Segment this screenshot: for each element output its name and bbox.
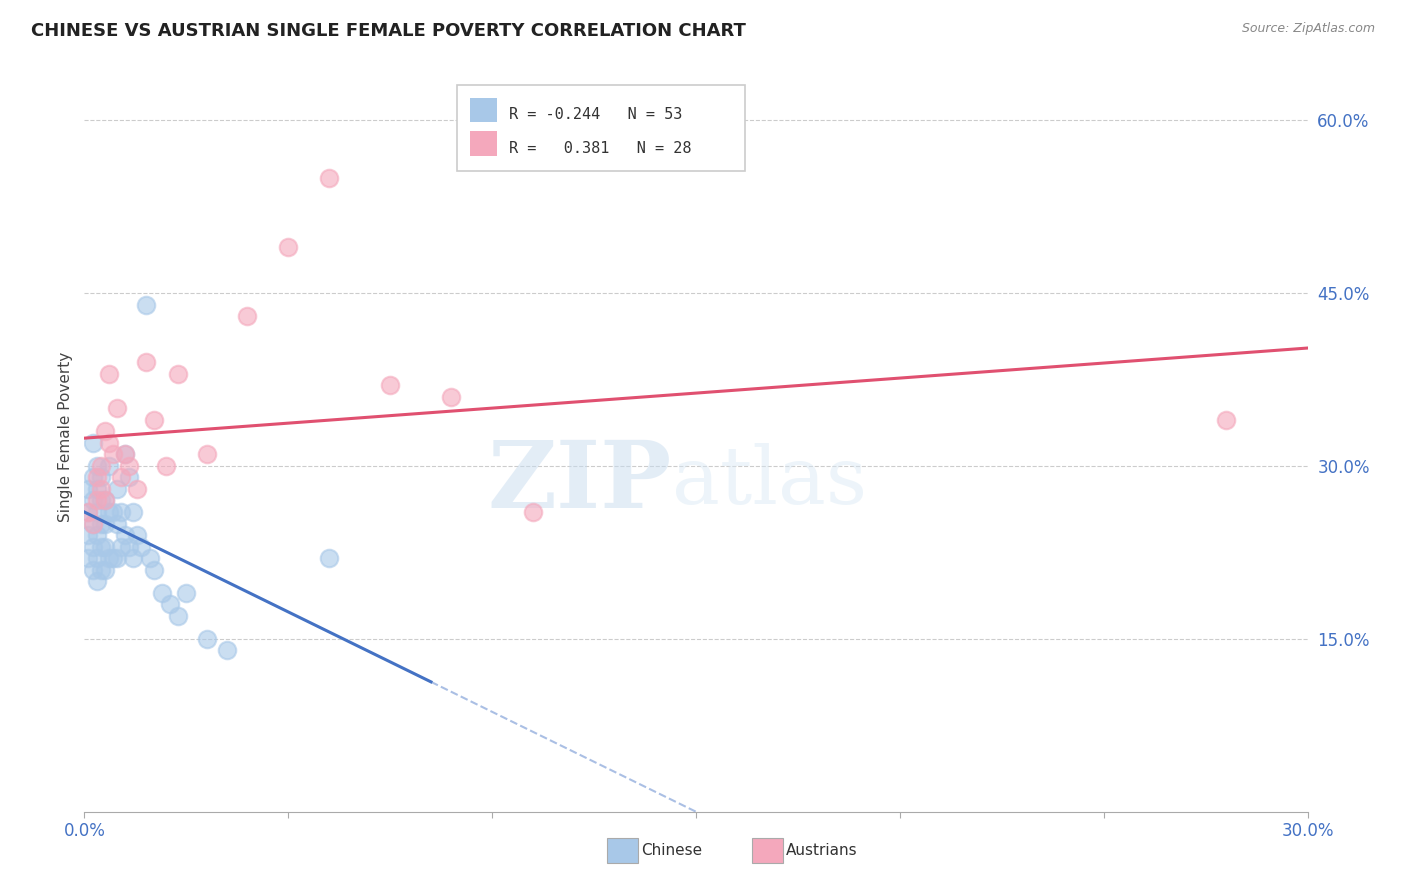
Point [110,540,132,554]
Point [167,367,190,381]
FancyBboxPatch shape [470,97,496,122]
Point [93,493,115,508]
Point [105,551,128,566]
Point [82,493,104,508]
Text: atlas: atlas [672,443,866,521]
Point [82,470,104,484]
Point [77,505,100,519]
Point [97,435,120,450]
Point [93,425,115,439]
Point [101,551,124,566]
Point [97,505,120,519]
Point [82,540,104,554]
Point [318,551,340,566]
FancyBboxPatch shape [457,85,745,171]
Point [114,447,136,461]
Point [86,470,108,484]
Point [277,240,299,254]
Point [522,505,544,519]
Point [101,447,124,461]
Point [86,551,108,566]
Point [217,643,239,657]
Point [105,401,128,416]
Point [97,458,120,473]
Point [90,540,112,554]
Point [82,563,104,577]
Point [1215,413,1237,427]
Point [86,458,108,473]
Point [86,493,108,508]
Text: CHINESE VS AUSTRIAN SINGLE FEMALE POVERTY CORRELATION CHART: CHINESE VS AUSTRIAN SINGLE FEMALE POVERT… [31,22,745,40]
Point [93,493,115,508]
Point [174,585,197,599]
Point [110,505,132,519]
Point [118,458,141,473]
Point [122,551,145,566]
Point [93,516,115,531]
Point [105,482,128,496]
Point [142,413,165,427]
Point [131,540,153,554]
Point [86,528,108,542]
Point [135,355,157,369]
Point [118,470,141,484]
Point [110,470,132,484]
Point [114,528,136,542]
Text: Chinese: Chinese [641,844,702,858]
Point [86,505,108,519]
Point [127,528,149,542]
Y-axis label: Single Female Poverty: Single Female Poverty [58,352,73,522]
Point [77,551,100,566]
Point [77,482,100,496]
Point [90,470,112,484]
Text: R = -0.244   N = 53: R = -0.244 N = 53 [509,107,682,122]
Point [105,516,128,531]
Point [93,540,115,554]
Point [195,632,218,646]
Point [138,551,160,566]
Text: Source: ZipAtlas.com: Source: ZipAtlas.com [1241,22,1375,36]
Point [127,482,149,496]
Point [90,516,112,531]
Point [82,435,104,450]
Point [380,378,402,392]
Point [155,458,177,473]
Point [82,516,104,531]
Point [90,482,112,496]
Point [236,309,259,323]
Point [114,447,136,461]
Point [97,551,120,566]
Point [118,540,141,554]
Point [90,563,112,577]
Text: ZIP: ZIP [488,437,672,527]
Text: Austrians: Austrians [786,844,858,858]
Point [86,482,108,496]
Point [97,367,120,381]
Point [150,585,173,599]
Point [318,170,340,185]
Point [90,458,112,473]
Point [93,563,115,577]
Point [142,563,165,577]
Point [122,505,145,519]
Point [167,608,190,623]
FancyBboxPatch shape [470,131,496,156]
Point [440,390,463,404]
Point [77,528,100,542]
Point [159,597,181,611]
Point [86,574,108,589]
Point [101,505,124,519]
Point [77,505,100,519]
Text: R =   0.381   N = 28: R = 0.381 N = 28 [509,141,692,156]
Point [135,297,157,311]
Point [90,493,112,508]
Point [195,447,218,461]
Point [82,516,104,531]
